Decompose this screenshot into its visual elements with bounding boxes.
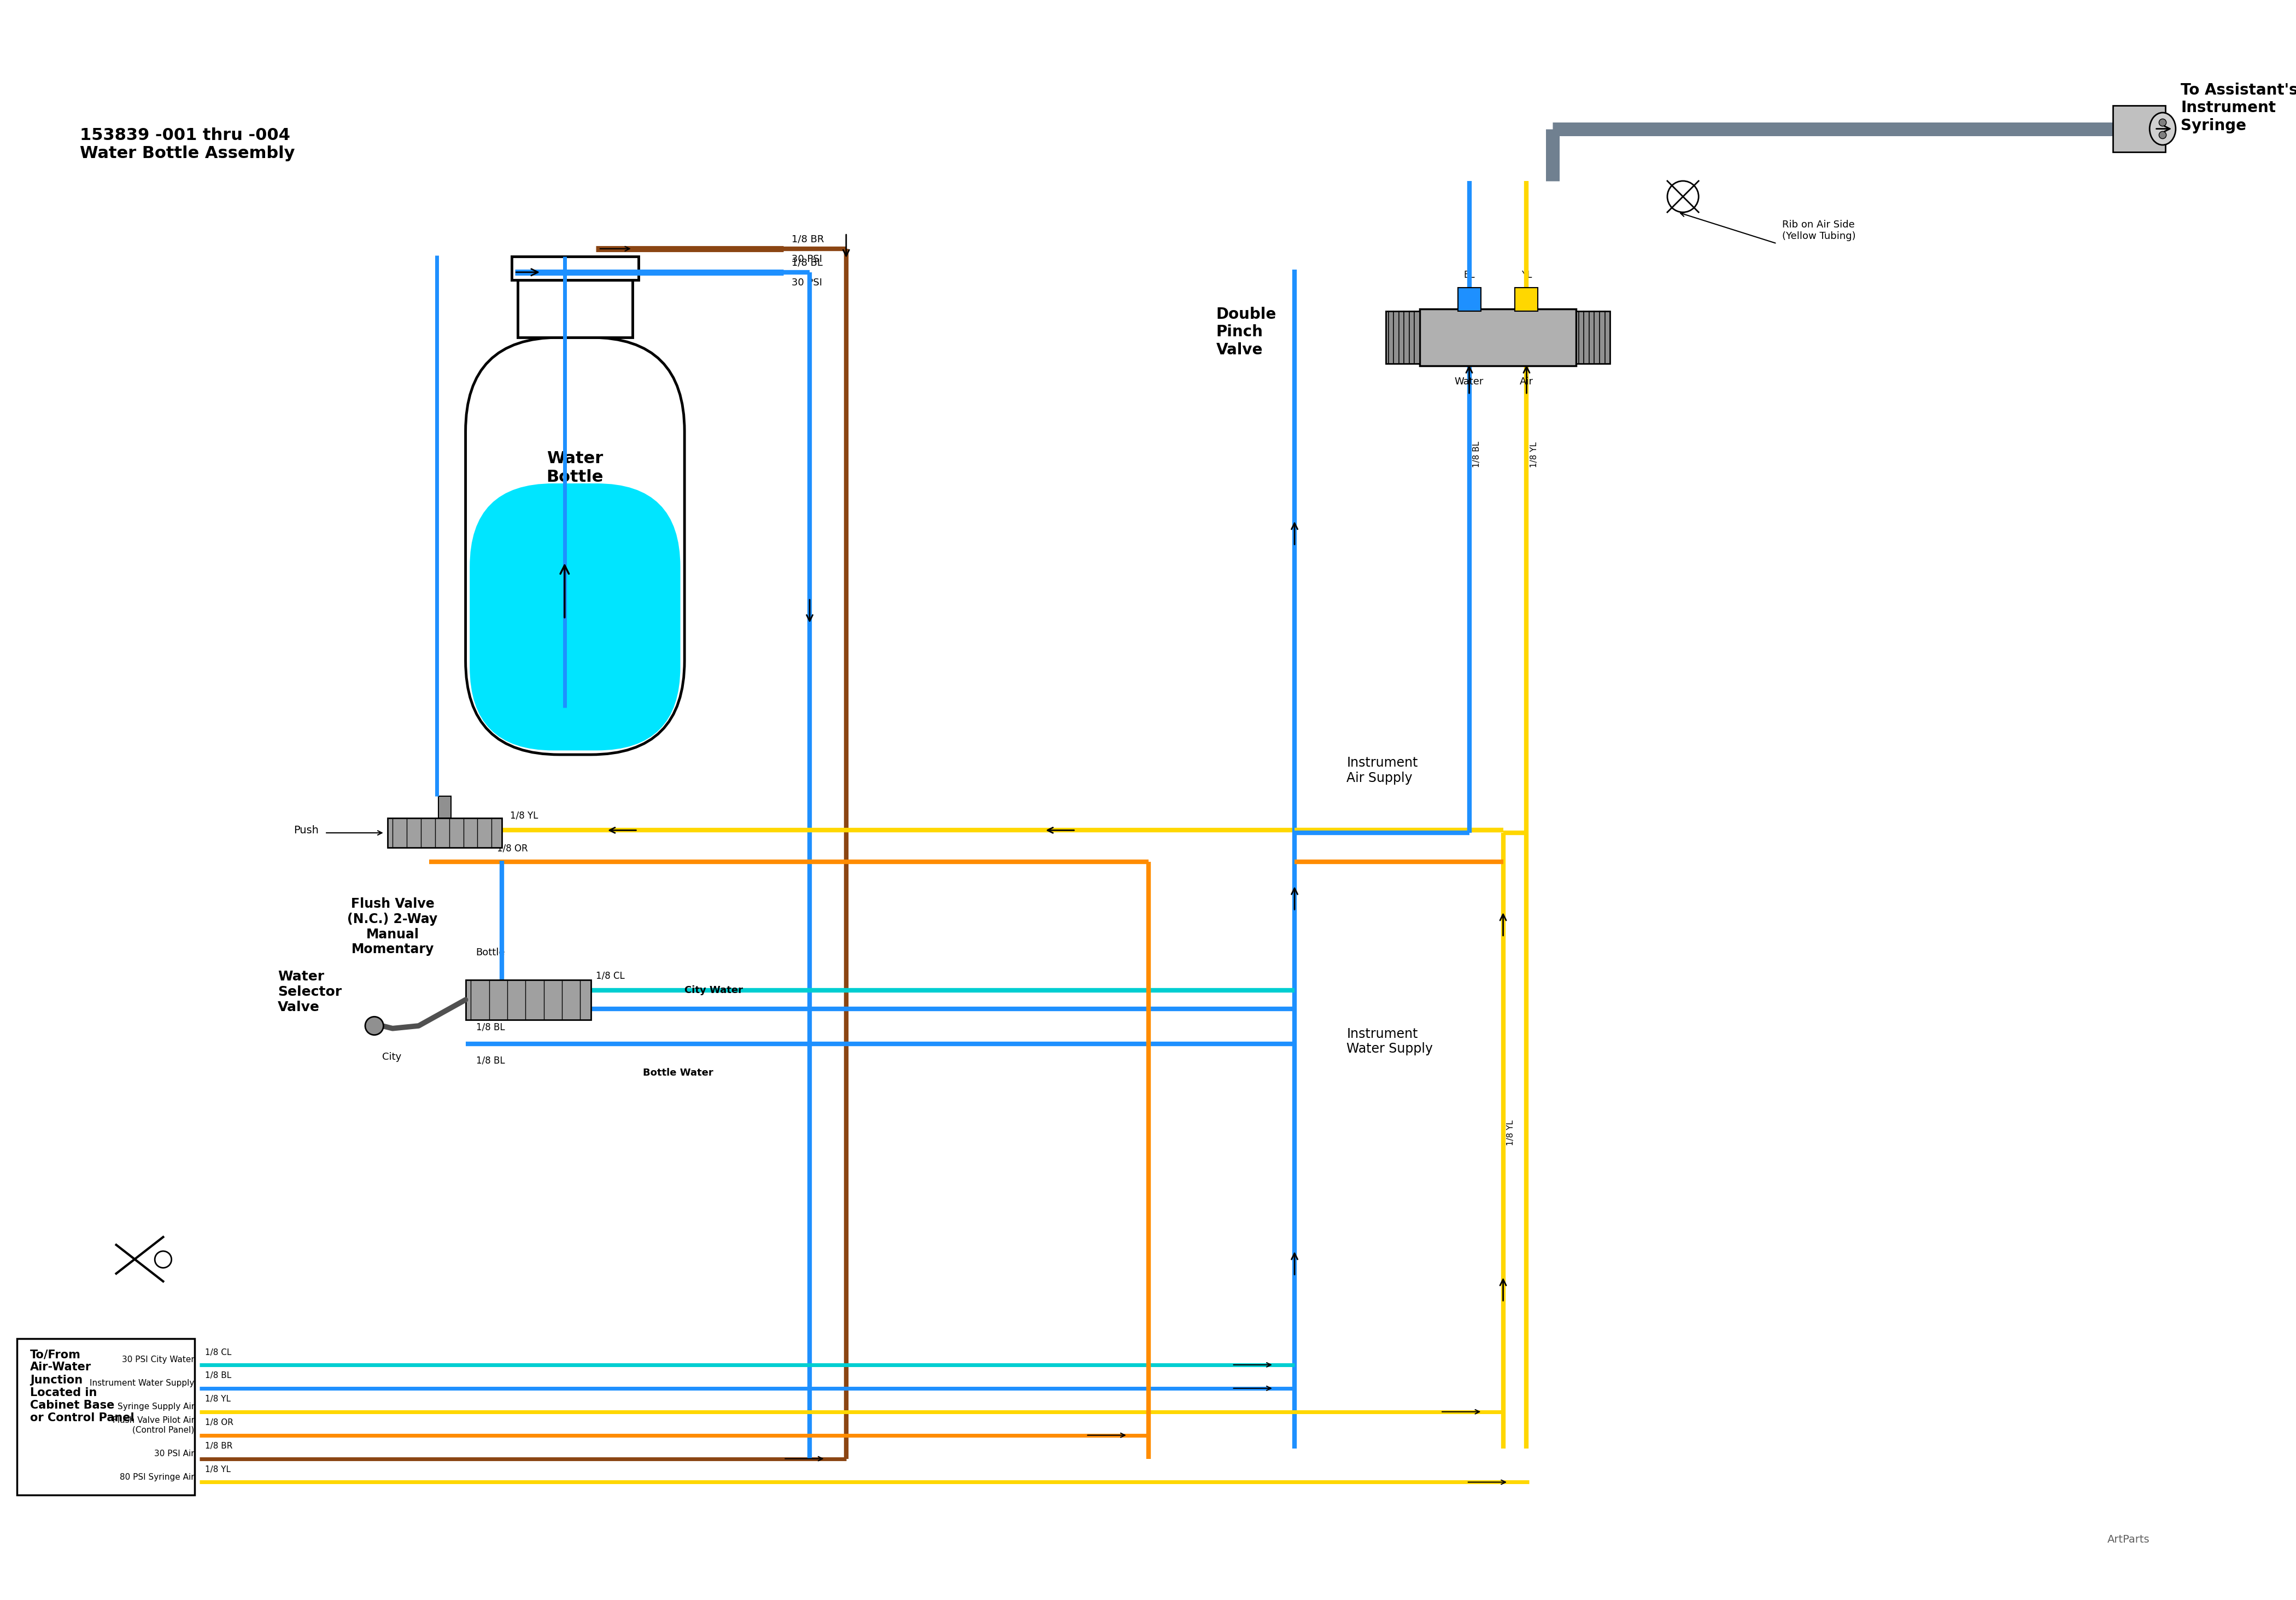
Text: Bottle Water: Bottle Water <box>643 1067 714 1078</box>
Text: 1/8 YL: 1/8 YL <box>1506 1120 1515 1146</box>
Text: Air: Air <box>1520 378 1534 387</box>
Text: Flush Valve
(N.C.) 2-Way
Manual
Momentary: Flush Valve (N.C.) 2-Way Manual Momentar… <box>347 898 439 957</box>
Text: Instrument Water Supply: Instrument Water Supply <box>90 1379 195 1387</box>
Bar <box>16 1339 195 1494</box>
Bar <box>1575 312 1609 363</box>
Text: BL: BL <box>1463 270 1474 280</box>
Text: 1/8 YL: 1/8 YL <box>204 1395 230 1403</box>
Bar <box>1419 309 1575 366</box>
Ellipse shape <box>2158 118 2167 126</box>
Text: 1/8 CL: 1/8 CL <box>597 971 625 981</box>
Text: 1/8 BR: 1/8 BR <box>792 235 824 245</box>
Text: 1/8 CL: 1/8 CL <box>204 1349 232 1357</box>
Bar <box>1458 288 1481 312</box>
Text: To Assistant's
Instrument
Syringe: To Assistant's Instrument Syringe <box>2181 83 2296 133</box>
Text: Rib on Air Side
(Yellow Tubing): Rib on Air Side (Yellow Tubing) <box>1782 219 1855 242</box>
Text: Push: Push <box>294 826 319 835</box>
Text: YL: YL <box>1522 270 1531 280</box>
Text: 1/8 OR: 1/8 OR <box>496 843 528 853</box>
Text: 1/8 BL: 1/8 BL <box>792 258 822 267</box>
Text: Instrument
Air Supply: Instrument Air Supply <box>1348 757 1419 784</box>
Text: To/From
Air-Water
Junction
Located in
Cabinet Base
or Control Panel: To/From Air-Water Junction Located in Ca… <box>30 1349 135 1424</box>
Text: 30 PSI: 30 PSI <box>792 254 822 264</box>
Bar <box>512 256 638 280</box>
Ellipse shape <box>365 1016 383 1035</box>
Bar <box>1515 288 1538 312</box>
Text: 30 PSI City Water: 30 PSI City Water <box>122 1355 195 1363</box>
Bar <box>2112 106 2165 152</box>
Bar <box>388 818 503 848</box>
Ellipse shape <box>2158 131 2167 139</box>
Text: City: City <box>381 1053 402 1062</box>
Text: 30 PSI: 30 PSI <box>792 278 822 288</box>
Text: 80 PSI Syringe Air: 80 PSI Syringe Air <box>119 1474 195 1482</box>
Text: 1/8 BL: 1/8 BL <box>475 1022 505 1032</box>
Text: City Water: City Water <box>684 986 744 995</box>
Text: 1/8 BR: 1/8 BR <box>204 1442 232 1450</box>
Text: Instrument
Water Supply: Instrument Water Supply <box>1348 1027 1433 1056</box>
Text: Bottle: Bottle <box>475 947 505 958</box>
Bar <box>466 979 590 1019</box>
Text: 1/8 OR: 1/8 OR <box>204 1419 234 1427</box>
Text: 1/8 YL: 1/8 YL <box>204 1466 230 1474</box>
Text: 1/8 BL: 1/8 BL <box>475 1056 505 1066</box>
Bar <box>1387 312 1419 363</box>
Text: 1/8 YL: 1/8 YL <box>510 811 537 821</box>
Text: Syringe Supply Air: Syringe Supply Air <box>117 1403 195 1411</box>
Text: Water
Bottle: Water Bottle <box>546 451 604 485</box>
Text: Double
Pinch
Valve: Double Pinch Valve <box>1217 307 1277 357</box>
Text: 153839 -001 thru -004
Water Bottle Assembly: 153839 -001 thru -004 Water Bottle Assem… <box>80 128 294 162</box>
Text: 1/8 BL: 1/8 BL <box>1474 442 1481 467</box>
Bar <box>517 280 631 338</box>
Ellipse shape <box>154 1251 172 1267</box>
Text: 30 PSI Air: 30 PSI Air <box>154 1450 195 1458</box>
Text: 1/8 BL: 1/8 BL <box>204 1371 232 1379</box>
Ellipse shape <box>1667 181 1699 213</box>
Text: ArtParts: ArtParts <box>2108 1534 2149 1544</box>
Text: Flush Valve Pilot Air
(Control Panel): Flush Valve Pilot Air (Control Panel) <box>113 1416 195 1434</box>
Bar <box>439 797 450 818</box>
Ellipse shape <box>2149 112 2177 146</box>
Text: Water: Water <box>1456 378 1483 387</box>
Text: 1/8 YL: 1/8 YL <box>1529 442 1538 467</box>
FancyBboxPatch shape <box>471 483 680 750</box>
Text: Water
Selector
Valve: Water Selector Valve <box>278 970 342 1014</box>
